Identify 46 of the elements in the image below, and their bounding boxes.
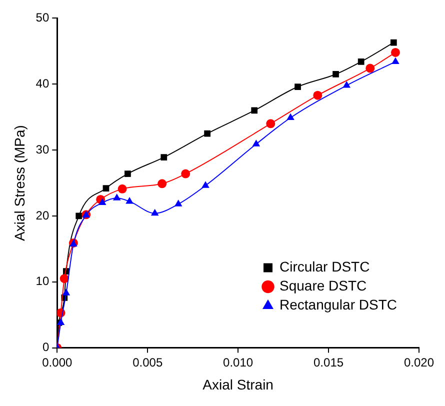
point xyxy=(252,140,260,146)
point xyxy=(126,196,134,204)
x-tick-label: 0.000 xyxy=(42,355,72,370)
point xyxy=(366,64,375,73)
legend-label: Rectangular DSTC xyxy=(279,296,397,313)
point xyxy=(150,208,159,216)
point xyxy=(342,80,351,88)
point xyxy=(174,200,182,206)
point xyxy=(181,169,190,178)
point xyxy=(390,48,400,57)
point xyxy=(98,198,106,206)
point xyxy=(160,154,168,160)
legend-label: Circular DSTC xyxy=(279,258,370,275)
y-tick-label: 50 xyxy=(36,10,50,25)
point xyxy=(358,58,364,65)
point xyxy=(112,194,121,200)
x-tick-label: 0.005 xyxy=(132,355,163,370)
point xyxy=(390,39,397,46)
point xyxy=(102,185,110,192)
point xyxy=(313,90,322,100)
point xyxy=(76,212,82,220)
legend-label: Square DSTC xyxy=(279,278,367,294)
point xyxy=(392,57,400,64)
point xyxy=(251,107,258,114)
point xyxy=(204,130,210,137)
x-axis-title: Axial Strain xyxy=(202,376,274,392)
point xyxy=(57,318,65,325)
y-tick-label: 20 xyxy=(36,208,50,222)
y-tick-label: 0 xyxy=(42,340,50,354)
point xyxy=(60,274,69,284)
point xyxy=(118,184,127,194)
point xyxy=(332,71,339,78)
point xyxy=(286,113,294,120)
x-tick-label: 0.015 xyxy=(314,355,344,370)
y-tick-label: 10 xyxy=(36,274,50,288)
point xyxy=(202,181,210,188)
y-axis-title: Axial Stress (MPa) xyxy=(11,125,28,241)
point xyxy=(158,179,167,188)
point xyxy=(266,119,276,128)
point xyxy=(62,288,70,296)
x-tick-label: 0.010 xyxy=(223,355,254,370)
y-tick-label: 40 xyxy=(36,76,50,90)
y-tick-label: 30 xyxy=(36,142,50,156)
x-tick-label: 0.020 xyxy=(404,355,434,370)
point xyxy=(124,170,131,177)
point xyxy=(294,84,301,90)
